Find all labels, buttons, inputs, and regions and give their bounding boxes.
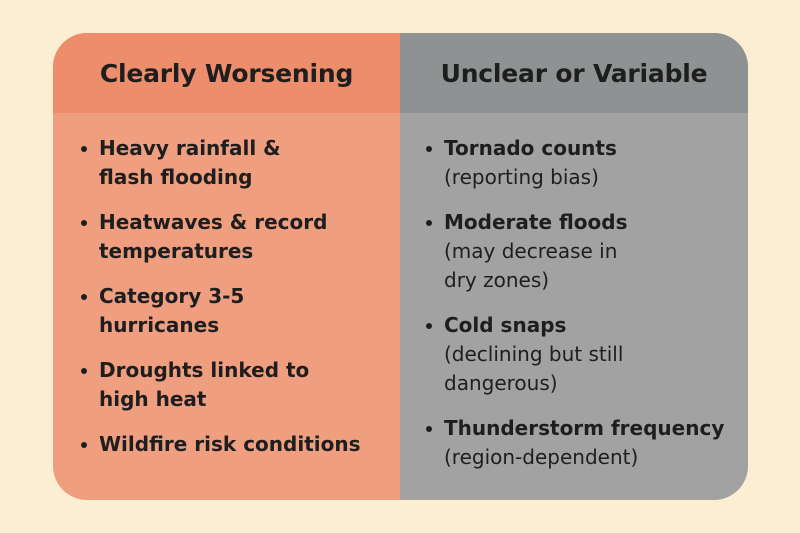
worsening-header: Clearly Worsening <box>53 33 400 113</box>
item-note: (region-dependent) <box>444 445 639 469</box>
item-note: (may decrease in dry zones) <box>444 239 618 292</box>
list-item: Category 3-5 hurricanes <box>53 282 279 340</box>
list-item: Wildfire risk conditions <box>53 430 399 459</box>
bullet-icon <box>426 323 432 329</box>
item-title: Thunderstorm frequency <box>444 416 725 440</box>
variable-column: Unclear or Variable Tornado counts (repo… <box>400 33 748 500</box>
item-title: Moderate floods <box>444 210 628 234</box>
list-item: Droughts linked to high heat <box>53 356 339 414</box>
list-item: Thunderstorm frequency (region-dependent… <box>400 414 744 472</box>
bullet-icon <box>426 426 432 432</box>
list-item: Heatwaves & record temperatures <box>53 208 359 266</box>
list-item: Cold snaps (declining but still dangerou… <box>400 311 654 398</box>
variable-header: Unclear or Variable <box>400 33 748 113</box>
list-item: Heavy rainfall & flash flooding <box>53 134 339 192</box>
variable-list: Tornado counts (reporting bias) Moderate… <box>400 134 748 488</box>
bullet-icon <box>81 220 87 226</box>
item-title: Heavy rainfall & flash flooding <box>99 136 281 189</box>
item-title: Tornado counts <box>444 136 617 160</box>
item-title: Droughts linked to high heat <box>99 358 310 411</box>
item-note: (declining but still dangerous) <box>444 342 624 395</box>
comparison-card: Clearly Worsening Heavy rainfall & flash… <box>53 33 748 500</box>
bullet-icon <box>426 146 432 152</box>
item-title: Heatwaves & record temperatures <box>99 210 328 263</box>
list-item: Tornado counts (reporting bias) <box>400 134 734 192</box>
bullet-icon <box>81 146 87 152</box>
item-title: Cold snaps <box>444 313 567 337</box>
worsening-column: Clearly Worsening Heavy rainfall & flash… <box>53 33 400 500</box>
item-note: (reporting bias) <box>444 165 599 189</box>
bullet-icon <box>81 368 87 374</box>
bullet-icon <box>81 442 87 448</box>
item-title: Category 3-5 hurricanes <box>99 284 245 337</box>
worsening-list: Heavy rainfall & flash flooding Heatwave… <box>53 134 400 475</box>
list-item: Moderate floods (may decrease in dry zon… <box>400 208 644 295</box>
bullet-icon <box>81 294 87 300</box>
bullet-icon <box>426 220 432 226</box>
item-title: Wildfire risk conditions <box>99 432 361 456</box>
